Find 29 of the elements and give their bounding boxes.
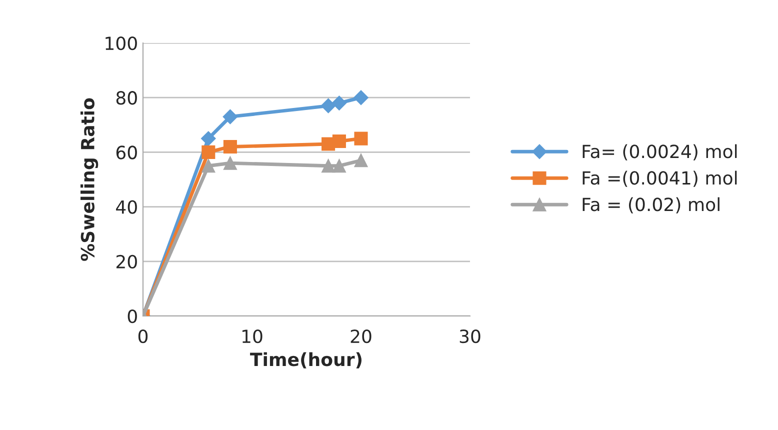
- y-axis-title: %Swelling Ratio: [80, 98, 98, 261]
- point: [320, 98, 336, 114]
- x-tick-label: 10: [242, 330, 262, 344]
- point: [223, 140, 237, 154]
- point: [322, 159, 336, 173]
- legend-label: Fa= (0.0024) mol: [582, 144, 737, 160]
- point: [332, 134, 346, 148]
- point: [202, 145, 216, 159]
- point: [202, 159, 216, 173]
- y-tick-label: 100: [106, 36, 137, 50]
- y-tick-label: 60: [116, 146, 137, 160]
- point: [354, 154, 368, 168]
- point: [201, 131, 216, 146]
- x-tick-label: 30: [460, 330, 480, 344]
- y-tick-label: 20: [116, 254, 137, 269]
- point: [354, 90, 368, 105]
- point: [332, 159, 346, 173]
- point: [222, 109, 238, 124]
- x-tick-label: 20: [350, 330, 372, 344]
- point: [332, 96, 347, 110]
- y-tick-label: 40: [116, 200, 137, 214]
- point: [354, 132, 368, 146]
- point: [223, 156, 237, 170]
- y-tick-label: 80: [116, 91, 137, 105]
- legend-label: Fa = (0.02) mol: [582, 197, 720, 214]
- x-axis-title: Time(hour): [250, 352, 362, 368]
- x-tick-label: 0: [138, 330, 148, 344]
- y-tick-label: 0: [128, 309, 137, 324]
- legend-label: Fa =(0.0041) mol: [582, 170, 737, 187]
